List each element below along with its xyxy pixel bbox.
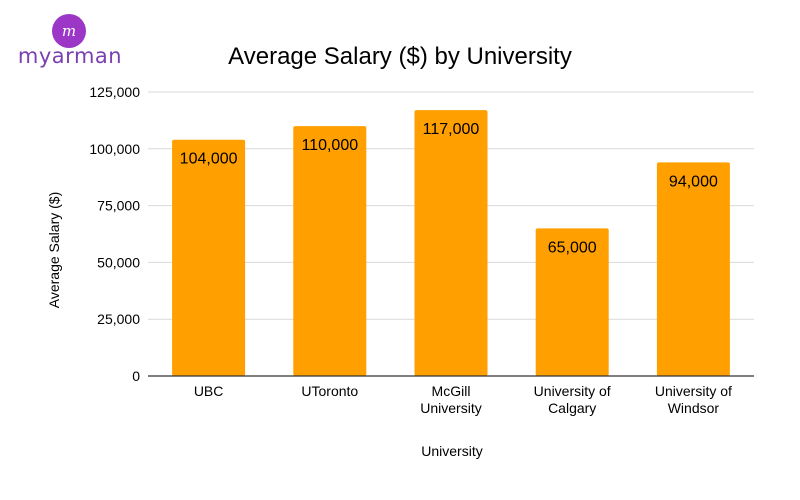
bar [535, 228, 609, 376]
x-category-line: McGill [432, 383, 471, 399]
x-category-label: University of Windsor [655, 383, 732, 416]
bar [656, 162, 730, 376]
x-category-line: UToronto [301, 383, 358, 399]
x-category-line: UBC [194, 383, 224, 399]
x-category-line: Windsor [668, 400, 720, 416]
data-label: 65,000 [548, 239, 597, 256]
x-category-line: Calgary [548, 400, 596, 416]
data-label: 94,000 [669, 173, 718, 190]
y-axis-ticks: 0 25,000 50,000 75,000 100,000 125,000 [89, 84, 140, 384]
y-tick-label: 0 [132, 368, 140, 384]
y-tick-label: 125,000 [89, 84, 140, 100]
bar [414, 110, 488, 377]
x-axis-title: University [421, 443, 482, 459]
x-category-label: UBC [194, 383, 224, 399]
y-axis-title: Average Salary ($) [46, 192, 62, 308]
x-category-label: University of Calgary [534, 383, 611, 416]
x-category-line: University of [655, 383, 732, 399]
chart-title: Average Salary ($) by University [228, 43, 572, 70]
data-label: 104,000 [180, 151, 238, 168]
x-category-line: University of [534, 383, 611, 399]
y-tick-label: 50,000 [97, 254, 140, 270]
y-tick-label: 100,000 [89, 141, 140, 157]
bars [172, 110, 730, 377]
data-label: 117,000 [423, 121, 480, 138]
brand-logo-icon: m [52, 14, 86, 48]
bar [293, 126, 367, 376]
data-labels: 104,000 110,000 117,000 65,000 94,000 [180, 121, 718, 256]
brand-logo-text: myarman [17, 44, 123, 68]
data-label: 110,000 [301, 137, 358, 154]
x-category-line: University [420, 400, 481, 416]
y-tick-label: 25,000 [97, 311, 140, 327]
y-tick-label: 75,000 [97, 198, 140, 214]
x-category-label: McGill University [420, 383, 481, 416]
x-axis-categories: UBC UToronto McGill University University of… [194, 383, 732, 416]
bar [172, 139, 246, 376]
x-category-label: UToronto [301, 383, 358, 399]
